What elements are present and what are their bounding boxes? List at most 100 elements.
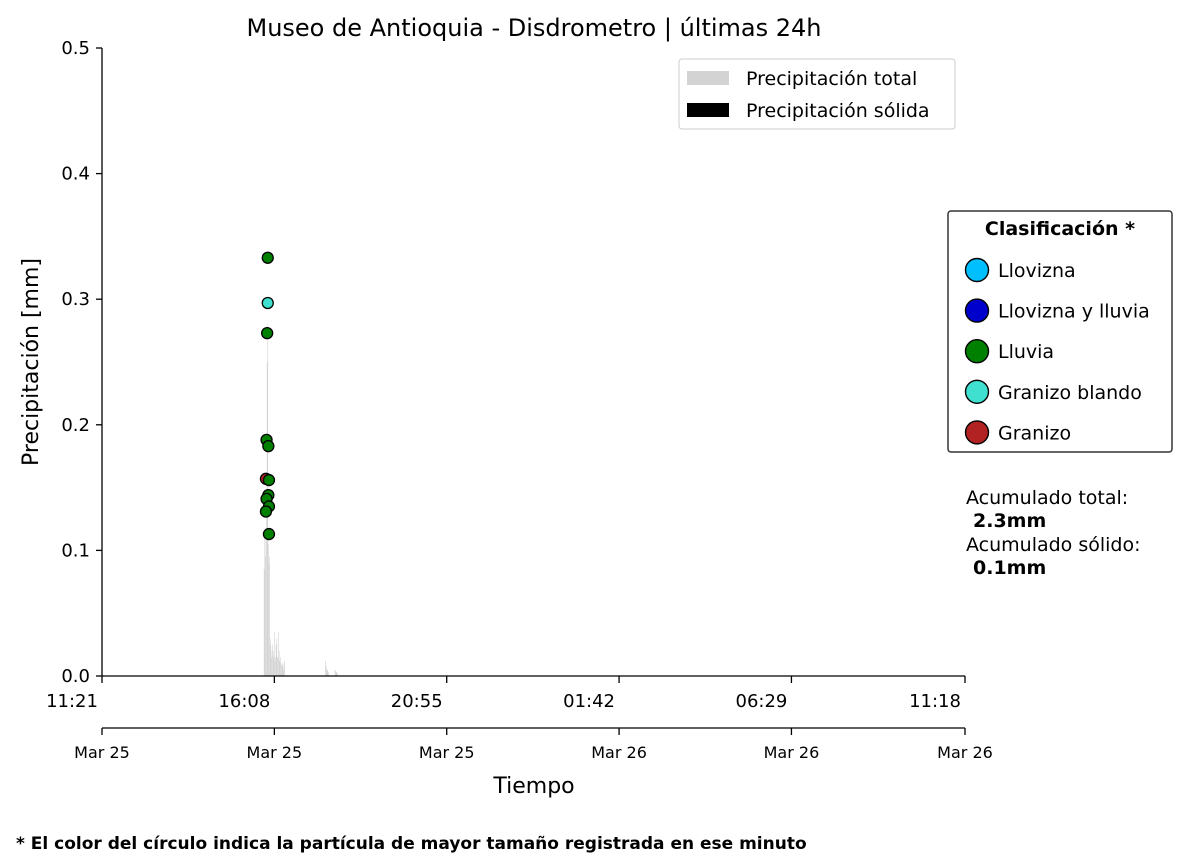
bar-total: [269, 638, 271, 676]
bar-total: [327, 670, 329, 676]
bar-total: [278, 632, 279, 676]
x-tick-label-time: 16:08: [218, 691, 270, 712]
bar-total: [278, 650, 280, 676]
x-tick-label-date: Mar 26: [937, 743, 993, 762]
bar-total: [326, 669, 328, 676]
classification-legend-marker: [964, 257, 990, 283]
x-tick-label-time: 11:18: [909, 691, 961, 712]
bar-total: [284, 660, 285, 676]
bar-total: [283, 663, 285, 676]
y-tick-label: 0.4: [61, 164, 90, 185]
bar-total: [263, 569, 265, 676]
bar-total: [336, 672, 338, 676]
classification-point: [262, 440, 275, 453]
total-label: Acumulado total:: [966, 487, 1128, 509]
bar-total: [271, 650, 273, 676]
y-ticks: 0.0 0.1 0.2 0.3 0.4 0.5: [61, 38, 102, 687]
x-tick-label-time: 01:42: [563, 691, 615, 712]
classification-legend-marker: [964, 379, 990, 404]
legend-label-solid: Precipitación sólida: [746, 100, 930, 122]
bar-total: [271, 657, 272, 676]
chart-title: Museo de Antioquia - Disdrometro | últim…: [246, 14, 821, 42]
classification-point: [262, 473, 276, 487]
y-tick-label: 0.0: [61, 666, 90, 687]
bar-total: [275, 644, 277, 676]
bar-total: [277, 657, 278, 676]
bar-total: [273, 657, 275, 676]
y-axis-label: Precipitación [mm]: [19, 258, 44, 466]
classification-legend: Clasificación * Llovizna Llovizna y lluvi…: [947, 210, 1173, 453]
bar-total: [275, 657, 276, 676]
classification-legend-marker: [964, 420, 990, 445]
classification-legend-marker: [964, 339, 990, 364]
classification-legend-label: Granizo blando: [998, 382, 1142, 404]
x-tick-label-date: Mar 25: [247, 743, 303, 762]
bar-total: [282, 665, 284, 676]
total-value: 2.3mm: [973, 510, 1046, 532]
totals-block: Acumulado total: 2.3mm Acumulado sólido:…: [966, 487, 1141, 579]
bar-total: [335, 672, 337, 676]
bar-total: [268, 544, 269, 676]
footnote: * El color del círculo indica la partícu…: [16, 834, 807, 854]
bar-total: [264, 537, 266, 676]
bar-total: [334, 669, 336, 676]
classification-legend-label: Lluvia: [998, 341, 1054, 363]
classification-point: [261, 296, 274, 310]
points-layer: [259, 251, 276, 541]
classification-point: [262, 527, 276, 541]
bar-total: [269, 556, 270, 676]
x-tick-label-time: 11:21: [46, 691, 98, 712]
x-axis-label: Tiempo: [492, 774, 574, 799]
y-tick-label: 0.2: [61, 415, 90, 436]
bar-total: [325, 660, 326, 676]
bar-total: [277, 657, 279, 676]
bar-total: [280, 663, 282, 676]
bar-total: [279, 660, 281, 676]
classification-point: [259, 505, 273, 518]
classification-legend-items: Llovizna Llovizna y lluvia Lluvia Granizo b…: [964, 257, 1150, 445]
classification-legend-label: Granizo: [998, 422, 1071, 444]
x-tick-label-date: Mar 26: [591, 743, 647, 762]
classification-legend-label: Llovizna: [998, 260, 1076, 282]
bar-total: [270, 644, 272, 676]
x-tick-label-time: 20:55: [391, 691, 443, 712]
solid-value: 0.1mm: [973, 557, 1046, 579]
bar-total: [274, 660, 276, 676]
bar-total: [328, 672, 329, 676]
bar-total: [276, 638, 278, 676]
bar-total: [335, 670, 336, 676]
y-tick-label: 0.5: [61, 38, 90, 59]
bar-total: [325, 665, 327, 676]
classification-legend-label: Llovizna y lluvia: [998, 301, 1150, 323]
bar-total: [265, 537, 267, 676]
bar-total: [266, 512, 267, 676]
series-legend: Precipitación total Precipitación sólida: [678, 58, 956, 130]
bar-total: [283, 669, 284, 676]
legend-swatch-solid: [687, 103, 729, 117]
x-tick-label-date: Mar 25: [74, 743, 130, 762]
classification-legend-marker: [964, 298, 990, 323]
bar-total: [265, 556, 266, 676]
x-ticks: 11:21 Mar 25 16:08 Mar 25 20:55 Mar 25 01:42 Ma…: [46, 676, 993, 762]
bar-total: [337, 673, 338, 676]
bar-total: [281, 665, 282, 676]
classification-legend-title: Clasificación *: [985, 218, 1135, 240]
bar-total: [274, 632, 275, 676]
series-legend-frame: [678, 58, 956, 130]
bar-total: [281, 663, 283, 676]
solid-label: Acumulado sólido:: [966, 534, 1141, 556]
bar-total: [280, 657, 281, 676]
x-tick-label-date: Mar 25: [419, 743, 475, 762]
x-tick-label-time: 06:29: [736, 691, 788, 712]
bar-total: [268, 562, 270, 676]
classification-point: [261, 251, 274, 264]
bar-total: [326, 668, 327, 676]
y-tick-label: 0.3: [61, 289, 90, 310]
x-tick-label-date: Mar 26: [764, 743, 820, 762]
bars-layer: [263, 324, 338, 676]
classification-point: [261, 326, 274, 340]
legend-label-total: Precipitación total: [746, 68, 917, 90]
y-tick-label: 0.1: [61, 540, 90, 561]
bar-total: [272, 650, 274, 676]
